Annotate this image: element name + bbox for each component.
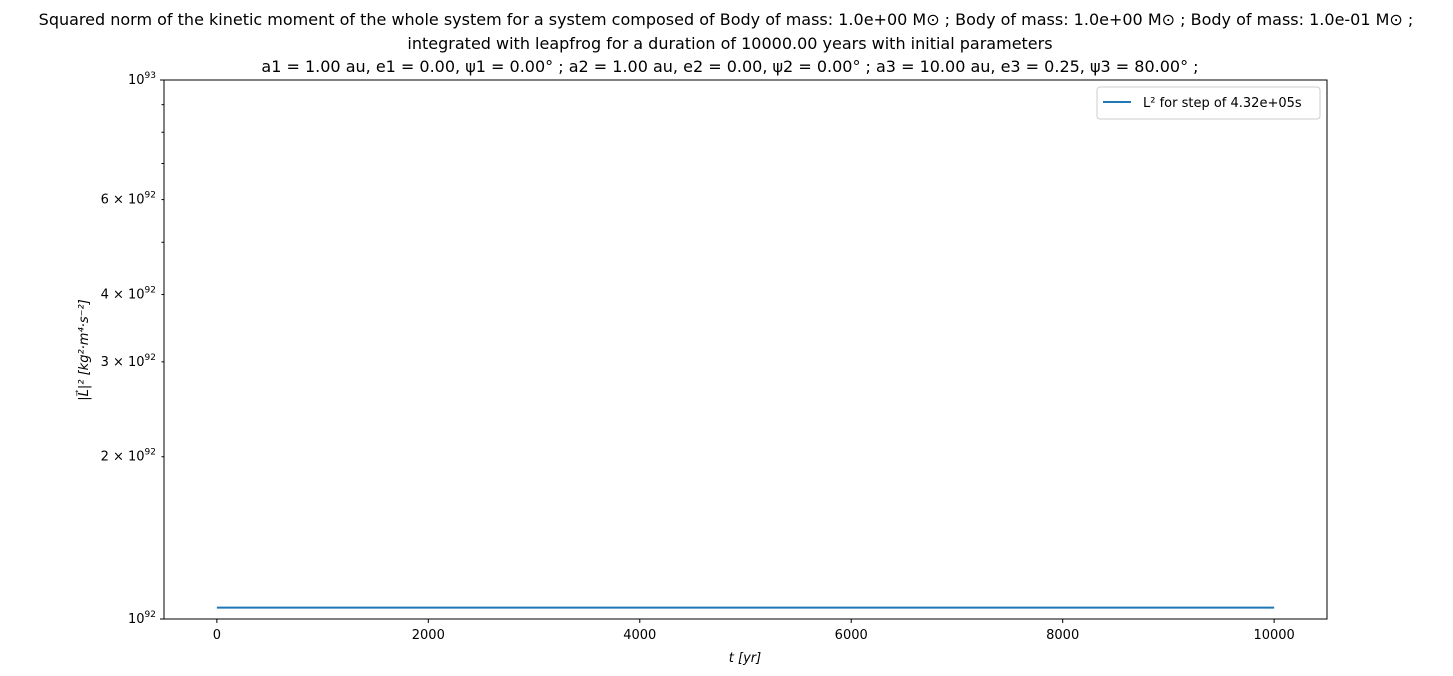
legend-box	[1096, 86, 1321, 120]
y-tick-label: 6 × 1092	[101, 191, 156, 208]
y-axis-label: |L⃗|² [kg²·m⁴·s⁻²]	[76, 299, 92, 400]
y-tick-label: 3 × 1092	[101, 353, 156, 370]
plot-area: 0 2000 4000 6000 8000 10000 1092 2 × 1092 3 × 10…	[101, 71, 1295, 643]
legend: L² for step of 4.32e+05s	[1096, 86, 1321, 120]
title-line-1: Squared norm of the kinetic moment of th…	[39, 10, 1414, 29]
y-tick-label: 1092	[128, 610, 156, 627]
title-line-2: integrated with leapfrog for a duration …	[407, 34, 1052, 53]
x-tick-label: 8000	[1046, 628, 1079, 643]
x-tick-label: 10000	[1253, 628, 1294, 643]
plot-frame	[163, 79, 1328, 620]
legend-label: L² for step of 4.32e+05s	[1143, 96, 1302, 111]
title-line-3: a1 = 1.00 au, e1 = 0.00, ψ1 = 0.00° ; a2…	[261, 57, 1198, 76]
y-tick-label: 4 × 1092	[101, 285, 156, 302]
x-tick-label: 4000	[623, 628, 656, 643]
y-tick-label: 2 × 1092	[101, 448, 156, 465]
x-tick-label: 0	[213, 628, 221, 643]
chart-title: Squared norm of the kinetic moment of th…	[39, 10, 1414, 76]
x-axis-label: t [yr]	[729, 651, 761, 666]
x-tick-label: 6000	[835, 628, 868, 643]
y-tick-label: 1093	[128, 71, 156, 88]
x-tick-label: 2000	[412, 628, 445, 643]
